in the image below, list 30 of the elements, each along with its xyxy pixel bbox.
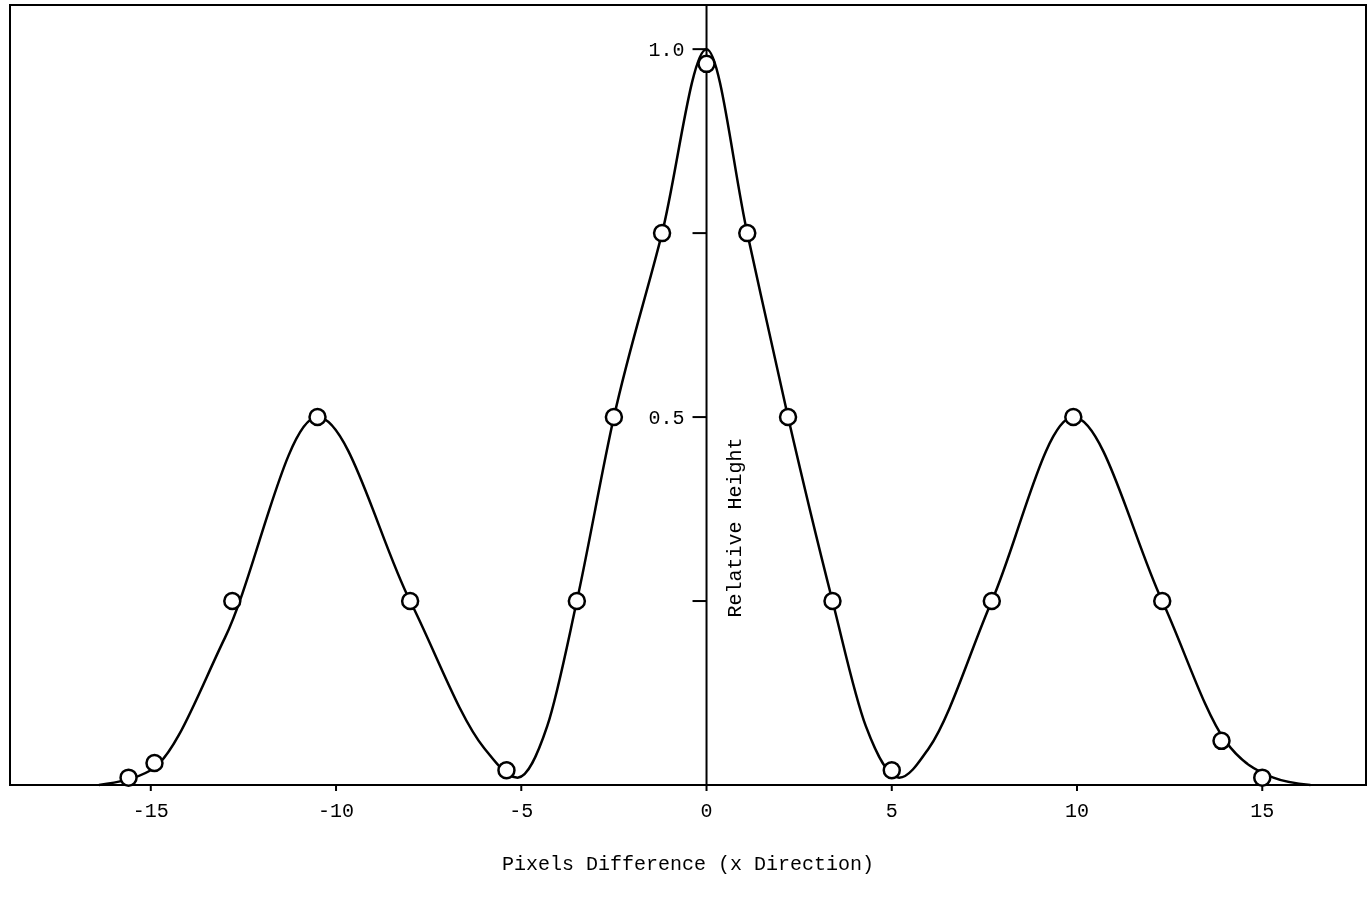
point [697, 54, 716, 74]
x-tick-label: 15 [1250, 800, 1275, 823]
x-tick-label: 0 [700, 800, 713, 823]
x-tick-label: 5 [885, 800, 898, 823]
point [497, 761, 516, 780]
x-tick-label: -5 [509, 800, 534, 823]
point [1064, 407, 1083, 427]
x-axis-title: Pixels Difference (x Direction) [501, 853, 875, 876]
point [882, 761, 902, 780]
point [604, 407, 624, 427]
point [119, 768, 138, 787]
point [223, 591, 242, 611]
x-tick-label: -10 [318, 800, 355, 823]
point [1253, 768, 1272, 787]
point [652, 223, 672, 243]
point [1152, 591, 1172, 611]
point [308, 407, 327, 427]
y-tick-label: 1.0 [648, 39, 685, 63]
point [738, 223, 757, 243]
point [1212, 731, 1231, 751]
point [982, 591, 1002, 611]
point [145, 753, 164, 773]
y-axis-title: Relative Height [723, 437, 747, 618]
point [778, 407, 798, 427]
x-tick-label: -15 [132, 800, 169, 823]
x-tick-label: 10 [1065, 800, 1090, 823]
point [567, 591, 587, 611]
point [400, 591, 420, 611]
y-tick-label: 0.5 [648, 407, 685, 431]
point [823, 591, 842, 611]
